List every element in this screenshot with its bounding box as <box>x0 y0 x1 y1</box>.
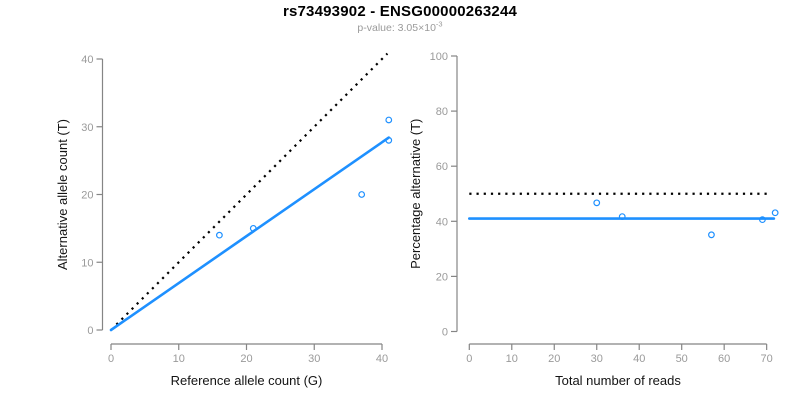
y-axis-title: Alternative allele count (T) <box>55 119 70 270</box>
x-tick-label: 30 <box>591 353 603 365</box>
x-tick-label: 10 <box>173 353 185 365</box>
data-point <box>593 199 601 207</box>
x-tick-label: 10 <box>506 353 518 365</box>
y-tick-label: 10 <box>81 257 93 269</box>
y-tick-label: 100 <box>430 51 448 63</box>
data-point <box>771 209 779 217</box>
y-tick-label: 60 <box>436 161 448 173</box>
data-point <box>618 213 626 221</box>
x-tick-label: 70 <box>761 353 773 365</box>
x-tick-label: 0 <box>108 353 114 365</box>
x-tick-label: 20 <box>548 353 560 365</box>
y-tick-label: 20 <box>436 271 448 283</box>
data-point <box>708 231 715 239</box>
x-tick-label: 20 <box>240 353 252 365</box>
y-tick-label: 40 <box>436 216 448 228</box>
y-tick-label: 40 <box>81 54 93 66</box>
x-tick-label: 0 <box>466 353 472 365</box>
data-point <box>215 231 223 239</box>
data-point <box>385 136 393 144</box>
left-scatter-panel: 0 10 20 30 40 0 10 20 30 40 Reference allele count… <box>55 52 393 388</box>
identity-reference-line <box>115 52 389 326</box>
x-axis-title: Total number of reads <box>555 373 681 388</box>
x-tick-label: 40 <box>376 353 388 365</box>
x-tick-label: 30 <box>308 353 320 365</box>
y-tick-label: 20 <box>81 190 93 202</box>
y-axis-title: Percentage alternative (T) <box>408 119 423 269</box>
y-tick-label: 0 <box>87 325 93 337</box>
fitted-ratio-line <box>109 136 391 332</box>
x-tick-label: 50 <box>676 353 688 365</box>
y-tick-label: 80 <box>436 106 448 118</box>
right-scatter-panel: 0 10 20 30 40 50 60 70 0 20 40 60 80 100 Total number … <box>408 51 779 388</box>
data-point <box>759 216 766 224</box>
x-tick-label: 60 <box>718 353 730 365</box>
data-point <box>385 116 393 124</box>
y-tick-label: 30 <box>81 122 93 134</box>
data-point <box>358 191 366 198</box>
y-tick-label: 0 <box>442 327 448 339</box>
data-point <box>249 224 257 232</box>
x-tick-label: 40 <box>633 353 645 365</box>
x-axis-title: Reference allele count (G) <box>171 373 323 388</box>
